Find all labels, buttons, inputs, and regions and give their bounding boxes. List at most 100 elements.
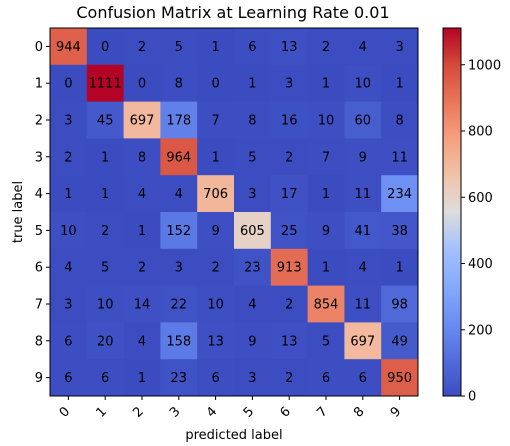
heatmap-cell [123,101,161,139]
cell-value-label: 9 [322,224,330,239]
cell-value-label: 6 [359,371,367,386]
colorbar-tick-label: 400 [468,257,493,272]
cell-value-label: 11 [355,298,372,313]
cell-value-label: 4 [359,261,367,276]
y-tick-label: 7 [35,298,43,313]
x-tick-label: 8 [351,404,367,420]
cell-value-label: 11 [391,150,408,165]
heatmap-cell [197,212,235,250]
heatmap-cell [86,138,125,176]
heatmap-cell [50,101,88,139]
heatmap-cell [270,138,309,176]
cell-value-label: 20 [97,334,114,349]
cell-value-label: 7 [322,150,330,165]
cell-value-label: 9 [248,334,256,349]
heatmap-cell [344,359,382,397]
chart-title: Confusion Matrix at Learning Rate 0.01 [76,3,389,22]
heatmap-cell [270,212,309,250]
heatmap-cell [86,248,125,287]
cell-value-label: 10 [207,298,224,313]
cell-value-label: 605 [240,224,265,239]
cell-value-label: 41 [355,224,372,239]
x-axis-label: predicted label [185,428,282,443]
heatmap-cell [123,175,161,213]
heatmap-cell [50,175,88,213]
heatmap-cell [160,28,198,66]
colorbar [442,27,462,397]
x-axis-ticks: 0 1 2 3 4 5 6 7 8 9 [57,396,404,421]
cell-value-label: 38 [391,224,408,239]
x-tick-label: 9 [388,404,404,420]
cell-value-label: 706 [203,187,228,202]
heatmap-cell [50,64,88,103]
colorbar-tick-label: 600 [468,191,493,206]
heatmap-cell [344,138,382,176]
heatmap-cell [160,212,198,250]
cell-value-label: 23 [244,261,261,276]
cell-value-label: 6 [64,371,72,386]
heatmap-cell [307,248,345,287]
heatmap-cell [50,28,88,66]
cell-value-label: 17 [281,187,298,202]
x-tick-label: 7 [314,404,330,420]
heatmap-cell [123,28,161,66]
heatmap-cell [197,285,235,323]
cell-value-label: 854 [314,298,339,313]
heatmap-cell [160,138,198,176]
cell-value-label: 5 [175,40,183,55]
y-tick-label: 5 [35,224,43,239]
cell-value-label: 3 [395,40,403,55]
heatmap-cell [234,175,272,213]
cell-value-label: 2 [211,261,219,276]
cell-value-label: 234 [387,187,412,202]
cell-value-label: 1 [322,261,330,276]
heatmap-cell [86,101,125,139]
heatmap-cell [234,28,272,66]
heatmap-cell [50,248,88,287]
heatmap-cells [50,28,419,397]
heatmap-cell [270,285,309,323]
heatmap-cell [307,28,345,66]
heatmap-cell [197,248,235,287]
heatmap-cell [123,138,161,176]
colorbar-ticks: 0 200 400 600 800 1000 [461,58,501,405]
cell-value-label: 8 [395,114,403,129]
cell-value-label: 6 [248,40,256,55]
cell-value-label: 2 [101,224,109,239]
heatmap-cell [344,175,382,213]
x-tick-label: 1 [93,404,109,420]
heatmap-cell [307,212,345,250]
cell-value-label: 11 [355,187,372,202]
heatmap-cell [234,138,272,176]
cell-value-label: 1 [395,77,403,92]
heatmap-cell [381,359,419,397]
cell-value-label: 6 [322,371,330,386]
cell-value-label: 5 [322,334,330,349]
colorbar-tick-label: 0 [468,390,476,405]
heatmap-cell [50,212,88,250]
cell-value-label: 5 [101,261,109,276]
heatmap-cell [381,64,419,103]
y-tick-label: 9 [35,371,43,386]
cell-value-label: 1111 [89,77,122,92]
cell-value-label: 3 [64,298,72,313]
heatmap-cell [50,322,88,360]
cell-value-label: 1 [64,187,72,202]
cell-value-label: 2 [322,40,330,55]
cell-value-label: 23 [171,371,188,386]
heatmap-cell [86,175,125,213]
cell-value-label: 178 [166,114,191,129]
cell-value-label: 697 [130,114,155,129]
heatmap-cell [50,138,88,176]
cell-value-label: 9 [211,224,219,239]
cell-value-label: 2 [64,150,72,165]
cell-value-label: 1 [101,187,109,202]
cell-value-label: 4 [138,334,146,349]
cell-value-label: 3 [248,187,256,202]
heatmap-cell [307,175,345,213]
heatmap-cell [86,212,125,250]
heatmap-cell [123,64,161,103]
heatmap-cell [307,138,345,176]
heatmap-cell [197,138,235,176]
